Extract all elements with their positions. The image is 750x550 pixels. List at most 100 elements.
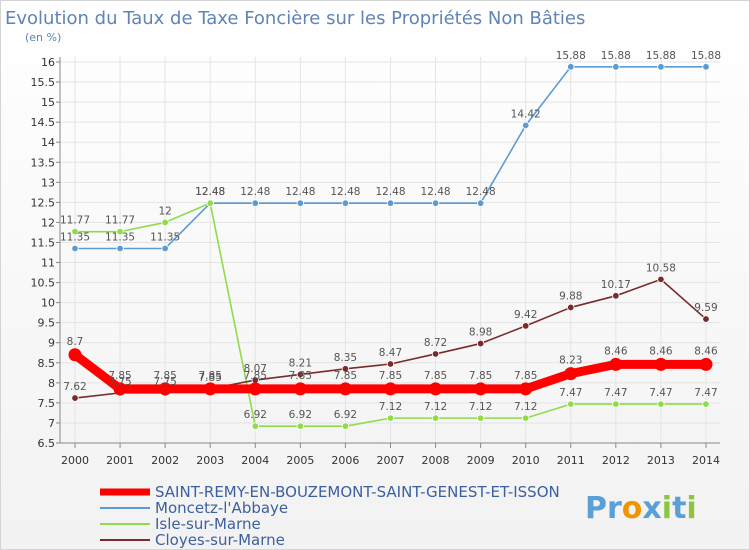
data-point-isle xyxy=(341,422,350,430)
data-point-saint-remy xyxy=(519,382,533,396)
data-label-moncetz: 12.48 xyxy=(330,186,360,198)
data-point-cloyes xyxy=(567,303,575,312)
data-label-cloyes: 9.42 xyxy=(514,309,537,321)
data-label-moncetz: 12.48 xyxy=(466,186,496,198)
data-label-moncetz: 15.88 xyxy=(646,50,676,62)
data-label-moncetz: 12.48 xyxy=(195,186,225,198)
data-point-isle xyxy=(206,199,214,207)
legend: SAINT-REMY-EN-BOUZEMONT-SAINT-GENEST-ET-… xyxy=(100,483,560,549)
data-label-isle: 7.12 xyxy=(469,401,492,413)
data-label-moncetz: 15.88 xyxy=(556,50,586,62)
data-label-saint-remy: 7.85 xyxy=(379,370,402,382)
data-point-moncetz xyxy=(476,199,485,207)
logo-letter: r xyxy=(607,491,622,526)
data-label-cloyes: 7.85 xyxy=(199,372,222,384)
data-label-cloyes: 8.35 xyxy=(334,352,357,364)
data-point-cloyes xyxy=(657,275,665,284)
data-point-moncetz xyxy=(341,199,350,207)
data-label-saint-remy: 8.46 xyxy=(694,345,718,357)
data-label-moncetz: 14.42 xyxy=(511,108,541,120)
y-tick-label: 7 xyxy=(48,417,55,430)
data-label-saint-remy: 7.85 xyxy=(108,370,131,382)
data-point-isle xyxy=(386,414,395,422)
data-point-moncetz xyxy=(702,63,710,71)
data-point-cloyes xyxy=(476,339,485,348)
data-label-cloyes: 8.21 xyxy=(289,357,312,369)
x-ticks: 2000 2001 2002 2003 2004 2005 2006 2007 2008 2009… xyxy=(61,443,720,467)
data-label-isle: 6.92 xyxy=(334,409,357,421)
y-tick-label: 15.5 xyxy=(31,76,56,89)
data-point-saint-remy xyxy=(383,382,397,396)
data-label-moncetz: 12.48 xyxy=(375,186,405,198)
data-point-moncetz xyxy=(657,63,665,71)
data-label-isle: 12 xyxy=(158,205,171,217)
y-tick-label: 12.5 xyxy=(31,196,56,209)
data-label-isle: 6.92 xyxy=(244,409,267,421)
data-label-cloyes: 8.47 xyxy=(379,347,402,359)
legend-label-cloyes: Cloyes-sur-Marne xyxy=(155,531,285,549)
data-label-moncetz: 11.35 xyxy=(60,231,90,243)
legend-label-moncetz: Moncetz-l'Abbaye xyxy=(155,499,288,517)
data-point-isle xyxy=(116,227,124,236)
x-tick-label: 2001 xyxy=(106,454,134,467)
data-point-isle xyxy=(251,422,259,430)
data-point-isle xyxy=(71,227,79,236)
data-label-cloyes: 9.59 xyxy=(694,302,717,314)
data-label-moncetz: 12.48 xyxy=(285,186,315,198)
data-point-saint-remy xyxy=(293,382,307,396)
logo-letter: o xyxy=(622,491,643,526)
y-tick-label: 8.5 xyxy=(38,357,56,370)
legend-label-isle: Isle-sur-Marne xyxy=(155,515,261,533)
data-point-isle xyxy=(476,414,485,422)
data-label-saint-remy: 8.46 xyxy=(649,345,673,357)
data-label-moncetz: 12.48 xyxy=(421,186,451,198)
y-tick-label: 12 xyxy=(41,216,55,229)
x-tick-label: 2009 xyxy=(467,454,495,467)
data-point-moncetz xyxy=(567,63,575,71)
y-ticks: 6.5 7 7.5 8 8.5 9 9.5 10 10.5 11 11.5 12 12.5 13 13.5 1… xyxy=(31,56,60,450)
y-tick-label: 13.5 xyxy=(31,156,56,169)
data-point-moncetz xyxy=(612,63,620,71)
y-tick-label: 15 xyxy=(41,96,55,109)
y-tick-label: 6.5 xyxy=(38,437,56,450)
data-label-saint-remy: 7.85 xyxy=(289,370,312,382)
y-tick-label: 7.5 xyxy=(38,397,56,410)
data-point-cloyes xyxy=(702,315,710,323)
data-point-isle xyxy=(431,414,440,422)
data-point-moncetz xyxy=(251,199,259,207)
data-label-saint-remy: 7.85 xyxy=(153,370,176,382)
logo-letter: t xyxy=(672,491,686,526)
y-tick-label: 11 xyxy=(41,257,55,270)
data-label-isle: 11.77 xyxy=(105,215,135,227)
x-tick-label: 2005 xyxy=(286,454,314,467)
chart-title: Evolution du Taux de Taxe Foncière sur l… xyxy=(5,8,585,29)
x-tick-label: 2000 xyxy=(61,454,89,467)
data-label-cloyes: 8.98 xyxy=(469,327,492,339)
chart-subtitle: (en %) xyxy=(25,31,61,44)
data-label-isle: 6.92 xyxy=(289,409,312,421)
series-isle xyxy=(71,199,710,430)
data-label-isle: 11.77 xyxy=(60,215,90,227)
data-label-isle: 7.47 xyxy=(604,387,627,399)
data-label-saint-remy: 8.46 xyxy=(604,345,628,357)
data-label-saint-remy: 7.85 xyxy=(199,370,222,382)
data-point-moncetz xyxy=(161,244,169,253)
data-label-moncetz: 12.48 xyxy=(240,186,270,198)
data-label-saint-remy: 7.85 xyxy=(514,370,537,382)
data-point-isle xyxy=(161,218,169,227)
data-label-moncetz: 11.35 xyxy=(105,231,135,243)
data-label-isle: 7.12 xyxy=(424,401,447,413)
data-point-cloyes xyxy=(71,394,79,402)
data-point-cloyes xyxy=(341,365,350,373)
data-label-moncetz: 15.88 xyxy=(691,50,721,62)
data-label-cloyes: 8.72 xyxy=(424,337,447,349)
data-point-saint-remy xyxy=(474,382,488,396)
data-label-cloyes: 7.75 xyxy=(153,376,176,388)
data-label-isle: 7.47 xyxy=(694,387,717,399)
data-label-saint-remy: 7.85 xyxy=(469,370,492,382)
data-label-isle: 12.48 xyxy=(195,186,225,198)
data-point-isle xyxy=(702,400,710,408)
proxiti-logo: Proxiti xyxy=(585,491,697,526)
data-label-isle: 7.12 xyxy=(514,401,537,413)
